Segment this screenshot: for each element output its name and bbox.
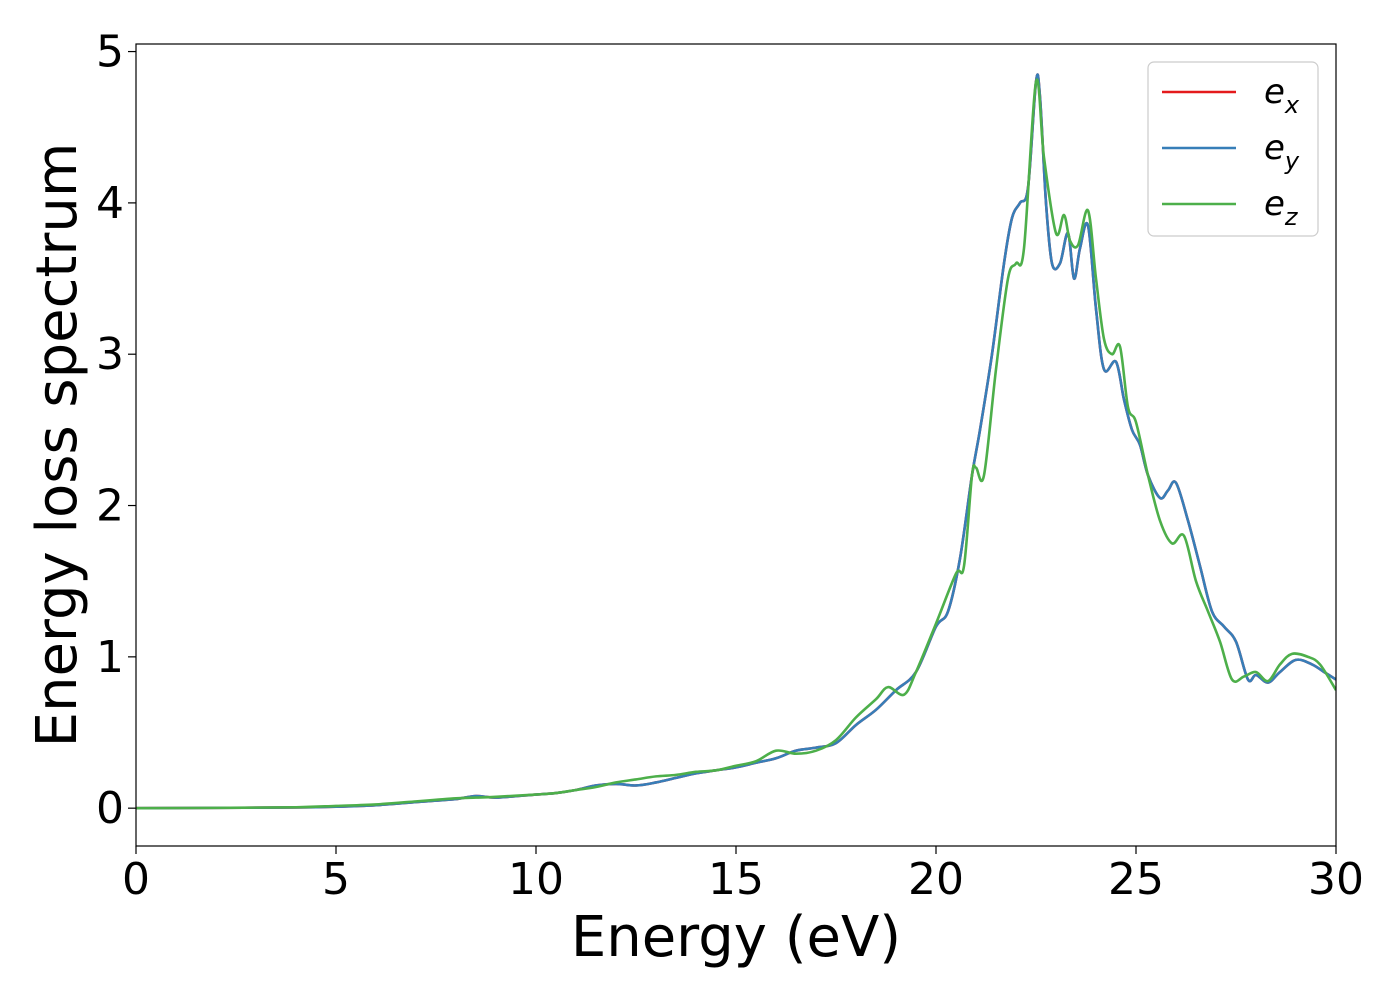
x-tick-label: 5 [322,854,350,905]
series-line-e-z [136,78,1336,810]
y-tick-label: 4 [96,178,124,229]
series-group [136,73,1336,810]
x-tick-label: 25 [1108,854,1164,905]
x-tick-label: 20 [908,854,964,905]
legend-label: ex [1264,72,1300,119]
y-tick-label: 3 [96,329,124,380]
y-tick-label: 2 [96,481,124,532]
y-tick-label: 0 [96,783,124,834]
legend-entry: ey [1162,128,1300,175]
axes: 0 5 10 15 20 25 30 0 1 2 3 4 5 [96,27,1364,905]
legend: ex ey ez [1147,61,1319,237]
legend-label: ey [1264,128,1300,175]
legend-entry: ex [1162,72,1300,119]
x-tick-label: 15 [708,854,764,905]
legend-entry: ez [1162,184,1299,231]
y-tick-label: 1 [96,632,124,683]
plot-area [136,73,1336,810]
x-tick-label: 30 [1308,854,1364,905]
y-axis-title: Energy loss spectrum [25,143,90,748]
x-tick-label: 10 [508,854,564,905]
legend-label: ez [1264,184,1299,231]
y-tick-label: 5 [96,27,124,78]
x-tick-label: 0 [122,854,150,905]
x-axis-title: Energy (eV) [571,905,901,970]
